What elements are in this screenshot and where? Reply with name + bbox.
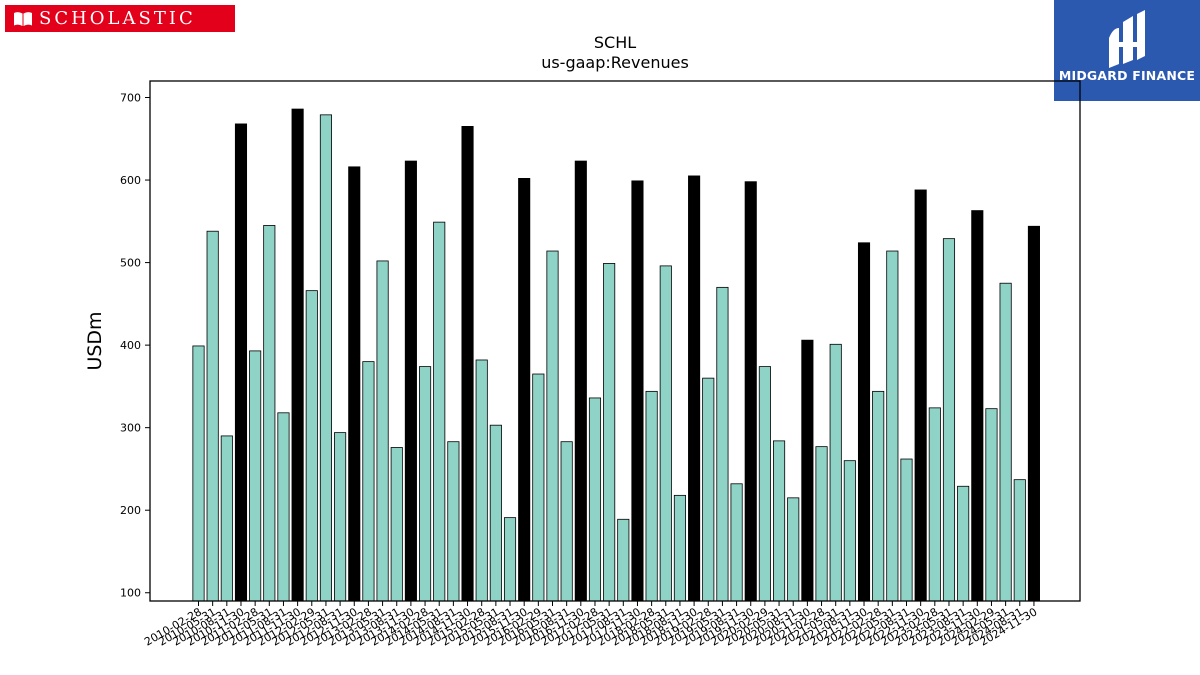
bar-2011-02-28 [249, 350, 262, 602]
bar-2022-08-31 [900, 458, 913, 602]
bar-2023-11-30 [971, 210, 984, 602]
bar-2010-05-31 [206, 230, 219, 602]
bar-2013-11-30 [404, 160, 417, 602]
bar-2021-08-31 [843, 460, 856, 602]
bar-2014-02-28 [419, 366, 432, 602]
bar-2010-11-30 [234, 123, 248, 602]
bar-2018-11-30 [688, 175, 701, 602]
chart-subtitle: us-gaap:Revenues [541, 53, 689, 72]
bar-2021-11-30 [857, 242, 871, 602]
bars-group [192, 108, 1040, 602]
bar-2023-05-31 [942, 238, 956, 602]
bar-2015-11-30 [518, 177, 531, 602]
bar-2024-08-31 [1013, 479, 1026, 602]
bar-2018-05-31 [659, 265, 672, 602]
bar-2019-05-31 [716, 286, 729, 602]
bar-2016-05-31 [546, 250, 559, 602]
y-axis: 100 200 300 400 500 600 700 [120, 92, 150, 600]
bar-2020-02-29 [758, 366, 771, 602]
scholastic-logo-text: SCHOLASTIC [39, 8, 196, 29]
bar-2024-11-30 [1027, 225, 1040, 602]
bar-2019-11-30 [744, 181, 757, 602]
bar-2018-02-28 [645, 390, 658, 602]
y-tick-label-500: 500 [120, 257, 141, 270]
bar-2015-02-28 [475, 359, 488, 602]
midgard-logo-icon [1109, 10, 1145, 68]
bar-2015-08-31 [503, 517, 517, 602]
book-icon [14, 11, 32, 26]
bar-2021-02-28 [815, 446, 828, 602]
bar-2020-11-30 [801, 339, 814, 602]
x-axis: 2010-02-282010-05-312010-08-312010-11-30… [142, 601, 1039, 649]
bar-2019-08-31 [730, 483, 743, 602]
bar-2011-11-30 [291, 108, 304, 602]
bar-2017-05-31 [603, 263, 616, 602]
bar-2022-05-31 [886, 250, 899, 602]
plot-frame [149, 80, 1081, 602]
bar-2016-08-31 [560, 441, 573, 602]
bar-2024-05-31 [999, 282, 1012, 602]
bar-2022-02-28 [872, 390, 885, 602]
y-tick-label-600: 600 [120, 174, 141, 187]
bar-2012-08-31 [334, 432, 347, 602]
midgard-logo-text: MIDGARD FINANCE [1058, 68, 1196, 83]
bar-2014-05-31 [433, 221, 446, 602]
scholastic-logo: SCHOLASTIC [5, 5, 235, 32]
bar-2017-02-28 [588, 397, 602, 602]
bar-2012-05-31 [319, 114, 332, 602]
y-tick-label-400: 400 [120, 339, 141, 352]
chart-title: SCHL [594, 33, 636, 52]
y-tick-label-200: 200 [120, 504, 141, 517]
bar-2010-08-31 [220, 435, 233, 602]
bar-2013-05-31 [376, 260, 389, 602]
y-axis-label: USDm [84, 311, 106, 370]
bar-2021-05-31 [829, 343, 842, 602]
bar-2020-05-31 [773, 440, 786, 602]
bar-2022-11-30 [914, 189, 927, 602]
bar-2016-02-29 [532, 373, 545, 602]
bar-2024-02-29 [985, 408, 998, 602]
y-tick-label-300: 300 [120, 422, 141, 435]
bar-2012-02-29 [305, 290, 318, 602]
bar-2015-05-31 [489, 424, 502, 602]
bar-2017-08-31 [617, 518, 630, 602]
bar-2011-05-31 [263, 225, 276, 602]
bar-2014-11-30 [461, 126, 474, 602]
bar-2010-02-28 [192, 345, 205, 602]
bar-2014-08-31 [447, 441, 460, 602]
bar-2016-11-30 [574, 160, 587, 602]
y-tick-label-100: 100 [120, 587, 141, 600]
bar-2013-02-28 [362, 361, 375, 602]
bar-2012-11-30 [348, 166, 361, 602]
bar-2023-08-31 [957, 485, 970, 602]
y-tick-label-700: 700 [120, 92, 141, 105]
bar-2017-11-30 [631, 180, 644, 602]
bar-2011-08-31 [277, 412, 290, 602]
bar-2013-08-31 [390, 447, 403, 602]
bar-2020-08-31 [787, 497, 800, 602]
bar-2023-02-28 [928, 407, 941, 602]
bar-2019-02-28 [702, 377, 715, 602]
bar-2018-08-31 [673, 494, 686, 602]
midgard-finance-logo: MIDGARD FINANCE [1054, 0, 1200, 101]
